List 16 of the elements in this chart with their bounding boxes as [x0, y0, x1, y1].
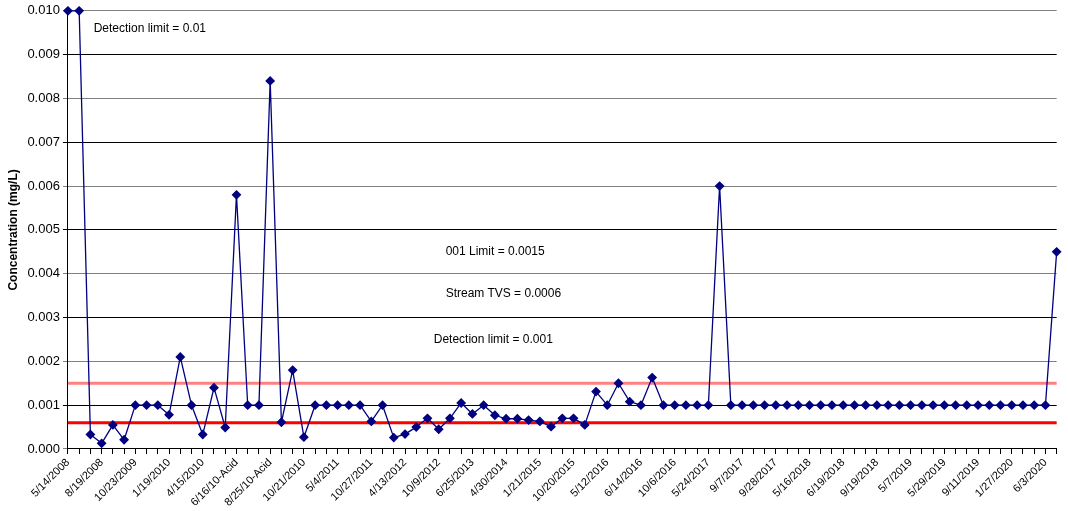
annotation: Detection limit = 0.01: [93, 20, 207, 35]
annotation: Detection limit = 0.001: [433, 331, 554, 346]
y-tick-label: 0.001: [27, 396, 60, 412]
annotation: Stream TVS = 0.0006: [445, 285, 562, 300]
y-tick-label: 0.007: [27, 133, 60, 149]
y-axis-title: Concentration (mg/L): [5, 169, 20, 291]
y-tick-label: 0.004: [27, 265, 60, 281]
y-tick-label: 0.005: [27, 221, 60, 237]
y-tick-label: 0.008: [27, 90, 60, 106]
y-tick-label: 0.010: [27, 2, 60, 18]
annotation: 001 Limit = 0.0015: [445, 244, 546, 259]
y-tick-label: 0.009: [27, 46, 60, 62]
y-tick-label: 0.006: [27, 177, 60, 193]
y-tick-label: 0.000: [27, 440, 60, 456]
y-tick-label: 0.002: [27, 352, 60, 368]
y-tick-label: 0.003: [27, 309, 60, 325]
